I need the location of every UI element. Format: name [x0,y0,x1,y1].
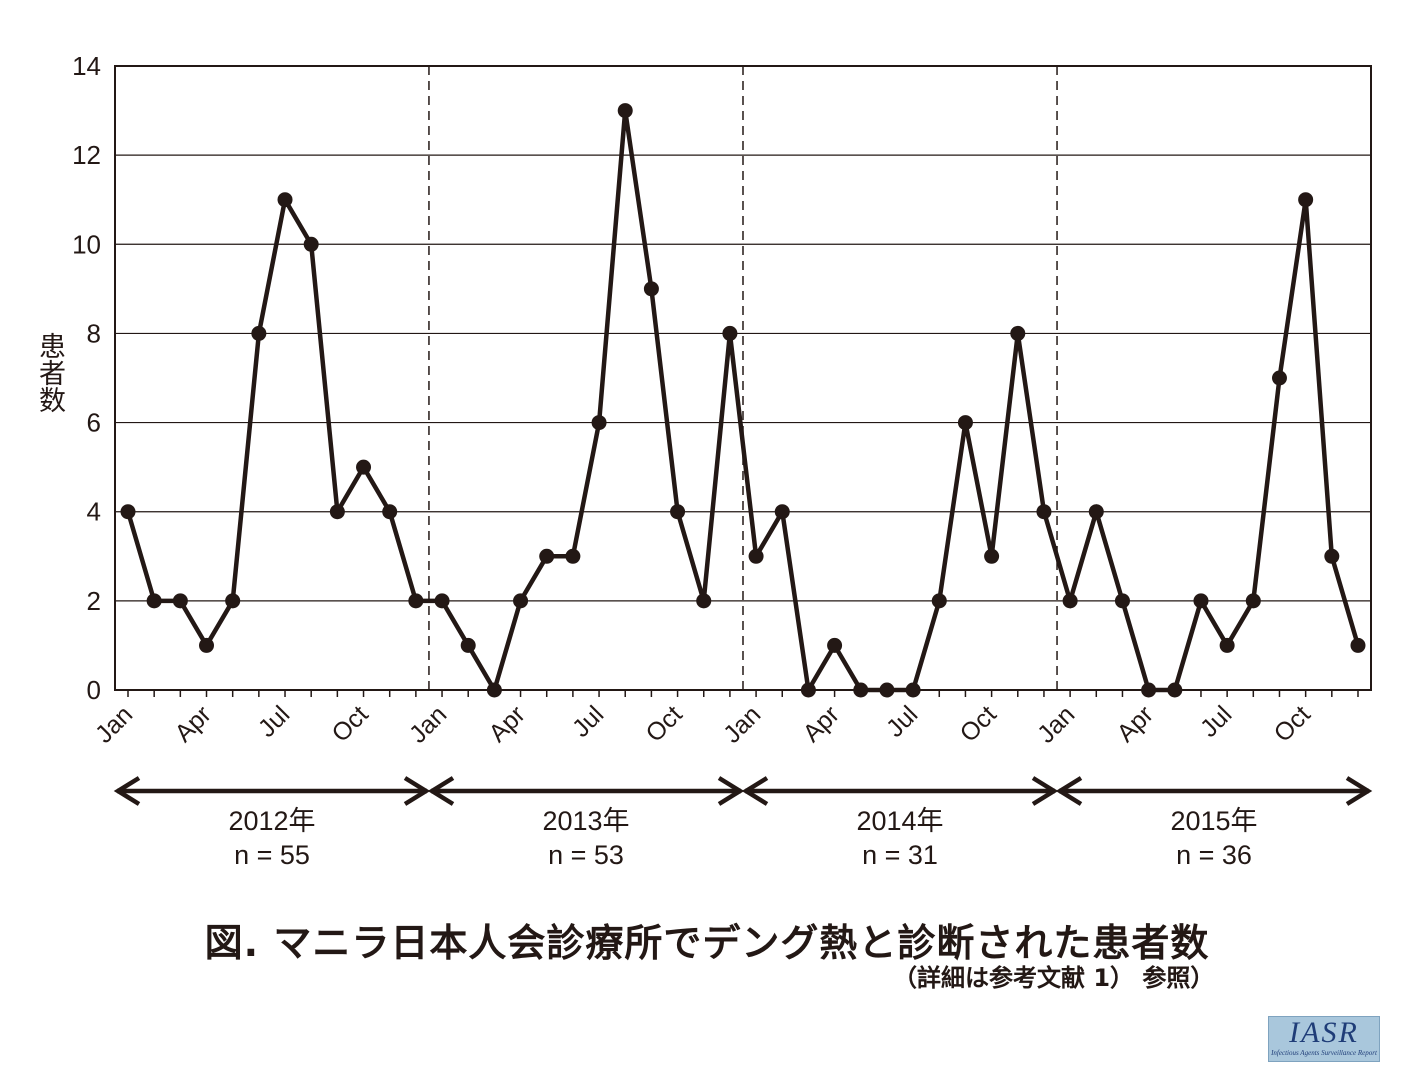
data-point [879,682,895,698]
y-tick-label: 2 [87,586,101,616]
data-point [696,593,712,609]
x-tick-label: Jul [1195,700,1237,742]
data-point [931,593,947,609]
y-tick-label: 8 [87,318,101,348]
data-point [303,236,319,252]
data-point [853,682,869,698]
data-point [251,325,267,341]
data-point [800,682,816,698]
arrow-head-right [717,776,745,806]
data-point [1324,548,1340,564]
year-count-label: n = 55 [234,840,310,870]
logo-text: IASR [1289,1016,1359,1049]
x-tick-label: Apr [798,700,845,747]
x-tick-label: Jul [253,700,295,742]
data-point [329,504,345,520]
data-point [408,593,424,609]
data-point [722,325,738,341]
data-point [382,504,398,520]
data-point [1350,637,1366,653]
year-label: 2012年 [228,806,315,836]
arrow-head-right [1345,776,1373,806]
data-point [120,504,136,520]
x-tick-label: Jul [881,700,923,742]
data-point [277,192,293,208]
arrow-head-right [403,776,431,806]
data-point [1219,637,1235,653]
data-point [486,682,502,698]
logo-subtext: Infectious Agents Surveillance Report [1271,1049,1377,1057]
data-point [1271,370,1287,386]
data-point [1167,682,1183,698]
x-tick-label: Oct [955,700,1002,747]
x-tick-label: Oct [1269,700,1316,747]
line-chart: 0 2 4 6 8 10 12 14 Jan Apr Jul Oct Jan Apr Jul Oct Jan Ap… [72,51,1373,870]
data-point [774,504,790,520]
arrow-head-right [1031,776,1059,806]
data-point [984,548,1000,564]
data-point [513,593,529,609]
arrow-head-left [427,776,455,806]
data-point [146,593,162,609]
x-tick-label: Jan [1032,700,1080,748]
arrow-head-left [113,776,141,806]
data-point [1088,504,1104,520]
data-point [1062,593,1078,609]
x-tick-label: Oct [641,700,688,747]
arrow-head-left [741,776,769,806]
x-tick-label: Apr [169,700,216,747]
data-point [199,637,215,653]
x-tick-label: Apr [1112,700,1159,747]
y-tick-label: 10 [72,229,101,259]
data-point [617,103,633,119]
arrow-head-left [1055,776,1083,806]
data-point [565,548,581,564]
y-tick-label: 4 [87,497,101,527]
x-tick-label: Jul [567,700,609,742]
data-point [1193,593,1209,609]
data-point [905,682,921,698]
y-tick-label: 12 [72,140,101,170]
y-tick-label: 0 [87,675,101,705]
data-point [957,415,973,431]
data-point [670,504,686,520]
data-point [1114,593,1130,609]
data-point [1036,504,1052,520]
y-tick-label: 6 [87,408,101,438]
data-point [460,637,476,653]
year-count-label: n = 31 [862,840,938,870]
x-tick-label: Apr [483,700,530,747]
data-point [356,459,372,475]
x-tick-label: Oct [326,700,373,747]
figure-caption: 図. マニラ日本人会診療所でデング熱と診断された患者数 [204,921,1210,965]
figure-caption-note: （詳細は参考文献 1） 参照） [893,964,1215,992]
x-tick-label: Jan [90,700,138,748]
year-label: 2013年 [542,806,629,836]
data-point [539,548,555,564]
year-label: 2015年 [1170,806,1257,836]
year-count-label: n = 53 [548,840,624,870]
iasr-logo: IASR Infectious Agents Surveillance Repo… [1268,1016,1380,1062]
data-point [1141,682,1157,698]
data-point [1298,192,1314,208]
data-point [643,281,659,297]
data-point [172,593,188,609]
data-point [591,415,607,431]
x-tick-label: Jan [404,700,452,748]
data-point [225,593,241,609]
data-point [434,593,450,609]
x-tick-label: Jan [718,700,766,748]
year-count-label: n = 36 [1176,840,1252,870]
data-point [827,637,843,653]
year-label: 2014年 [856,806,943,836]
data-point [1010,325,1026,341]
data-point [748,548,764,564]
y-axis-label: 患者数 [34,332,65,413]
data-point [1245,593,1261,609]
y-tick-label: 14 [72,51,101,81]
